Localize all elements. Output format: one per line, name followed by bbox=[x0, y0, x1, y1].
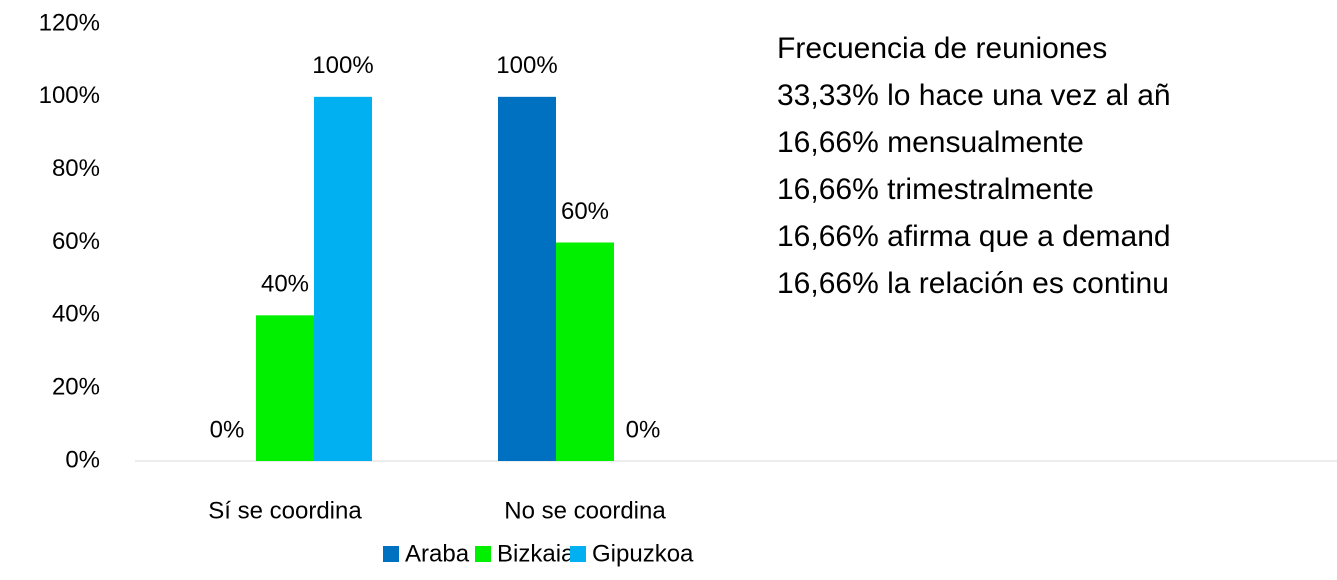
legend-label: Bizkaia bbox=[497, 540, 575, 567]
data-label: 60% bbox=[561, 198, 609, 225]
legend-label: Araba bbox=[405, 540, 470, 567]
y-tick-label: 60% bbox=[52, 228, 100, 255]
bar bbox=[498, 96, 556, 461]
annotation: 16,66% trimestralmente bbox=[777, 173, 1094, 206]
annotation: 16,66% afirma que a demand bbox=[777, 220, 1171, 253]
data-label: 100% bbox=[496, 52, 557, 79]
data-label: 0% bbox=[626, 416, 661, 443]
x-tick-label: No se coordina bbox=[504, 497, 666, 524]
y-tick-label: 40% bbox=[52, 301, 100, 328]
legend-label: Gipuzkoa bbox=[592, 540, 694, 567]
annotation: 33,33% lo hace una vez al añ bbox=[777, 79, 1171, 112]
annotation: 16,66% la relación es continu bbox=[777, 267, 1169, 300]
legend-swatch bbox=[383, 546, 399, 562]
y-tick-label: 20% bbox=[52, 374, 100, 401]
annotation: 16,66% mensualmente bbox=[777, 126, 1084, 159]
y-tick-label: 0% bbox=[65, 446, 100, 473]
y-tick-label: 100% bbox=[39, 82, 100, 109]
legend-swatch bbox=[570, 546, 586, 562]
bar bbox=[256, 315, 314, 461]
bar bbox=[556, 242, 614, 461]
legend-swatch bbox=[475, 546, 491, 562]
x-tick-label: Sí se coordina bbox=[208, 497, 362, 524]
bar bbox=[314, 96, 372, 461]
annotation: Frecuencia de reuniones bbox=[777, 32, 1107, 65]
y-tick-label: 120% bbox=[39, 9, 100, 36]
y-tick-label: 80% bbox=[52, 155, 100, 182]
data-label: 100% bbox=[312, 52, 373, 79]
data-label: 0% bbox=[210, 416, 245, 443]
data-label: 40% bbox=[261, 271, 309, 298]
